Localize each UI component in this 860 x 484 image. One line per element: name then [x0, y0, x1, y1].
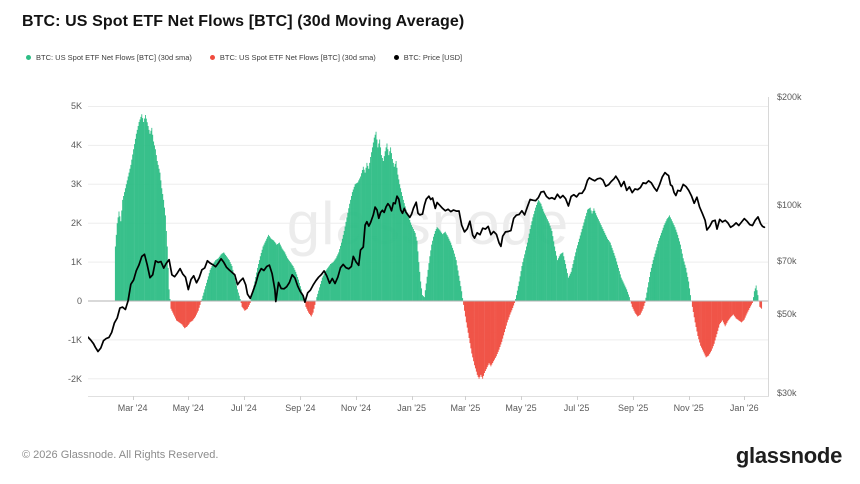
- y-axis-left-tick-label: -1K: [67, 334, 82, 345]
- black-dot-icon: [393, 55, 399, 60]
- x-axis-tick-label: Jan '26: [729, 403, 759, 413]
- y-axis-left-tick-label: 2K: [70, 218, 82, 229]
- y-axis-right-tick-label: $70k: [777, 256, 797, 267]
- x-axis-tick-label: Jul '24: [230, 403, 257, 413]
- legend-label: BTC: Price [USD]: [403, 53, 463, 62]
- page-title: BTC: US Spot ETF Net Flows [BTC] (30d Mo…: [22, 13, 465, 30]
- green-dot-icon: [26, 55, 31, 60]
- x-axis-tick-mark: [744, 396, 746, 400]
- y-axis-left-tick-label: 4K: [70, 140, 82, 151]
- x-axis-tick-label: Nov '25: [673, 403, 704, 413]
- x-axis-tick-mark: [465, 396, 467, 400]
- bottom-axis-line: [88, 396, 769, 397]
- x-axis-tick-label: Sep '25: [617, 403, 649, 413]
- x-axis-tick-label: Nov '24: [340, 403, 372, 413]
- y-axis-left-tick-label: 0: [76, 296, 82, 306]
- y-axis-right-tick-label: $200k: [777, 92, 802, 103]
- x-axis-tick-mark: [633, 396, 635, 400]
- x-axis-tick-mark: [356, 396, 357, 400]
- legend-label: BTC: US Spot ETF Net Flows [BTC] (30d sm…: [36, 53, 192, 62]
- y-axis-right-tick-label: $100k: [777, 200, 802, 211]
- x-axis-tick-label: Jul '25: [563, 403, 590, 413]
- red-dot-icon: [209, 55, 215, 60]
- copyright-text: © 2026 Glassnode. All Rights Reserved.: [22, 449, 219, 461]
- legend-item-netflows-negative[interactable]: BTC: US Spot ETF Net Flows [BTC] (30d sm…: [209, 53, 376, 62]
- y-axis-right-tick-label: $50k: [777, 308, 797, 319]
- x-axis-tick-label: May '24: [172, 403, 204, 413]
- x-axis-tick-mark: [188, 396, 190, 400]
- glassnode-logo[interactable]: glassnode: [735, 443, 842, 468]
- x-axis-tick-label: Jan '25: [397, 403, 426, 413]
- x-axis-tick-mark: [243, 396, 245, 400]
- x-axis-tick-label: Mar '24: [117, 403, 148, 413]
- legend-label: BTC: US Spot ETF Net Flows [BTC] (30d sm…: [219, 53, 376, 62]
- flows-price-plot[interactable]: [88, 97, 768, 396]
- x-axis-tick-mark: [576, 396, 578, 400]
- x-axis-tick-label: May '25: [505, 403, 537, 413]
- x-axis-tick-mark: [300, 396, 302, 400]
- x-axis-tick-mark: [521, 396, 522, 400]
- y-axis-left-tick-label: 3K: [70, 179, 82, 190]
- legend-item-price[interactable]: BTC: Price [USD]: [393, 53, 463, 62]
- y-axis-left-tick-label: 1K: [70, 257, 82, 268]
- legend-item-netflows-positive[interactable]: BTC: US Spot ETF Net Flows [BTC] (30d sm…: [26, 53, 192, 62]
- y-axis-left-tick-label: 5K: [70, 101, 82, 112]
- y-axis-left-tick-label: -2K: [67, 373, 82, 384]
- x-axis-tick-mark: [688, 396, 690, 400]
- chart-legend: BTC: US Spot ETF Net Flows [BTC] (30d sm…: [26, 53, 462, 62]
- x-axis-tick-label: Mar '25: [450, 403, 481, 413]
- x-axis-tick-mark: [132, 396, 134, 400]
- y-axis-right-tick-label: $30k: [777, 388, 797, 399]
- right-axis-line: [768, 97, 769, 397]
- x-axis-tick-mark: [411, 396, 413, 400]
- x-axis-tick-label: Sep '24: [285, 403, 316, 413]
